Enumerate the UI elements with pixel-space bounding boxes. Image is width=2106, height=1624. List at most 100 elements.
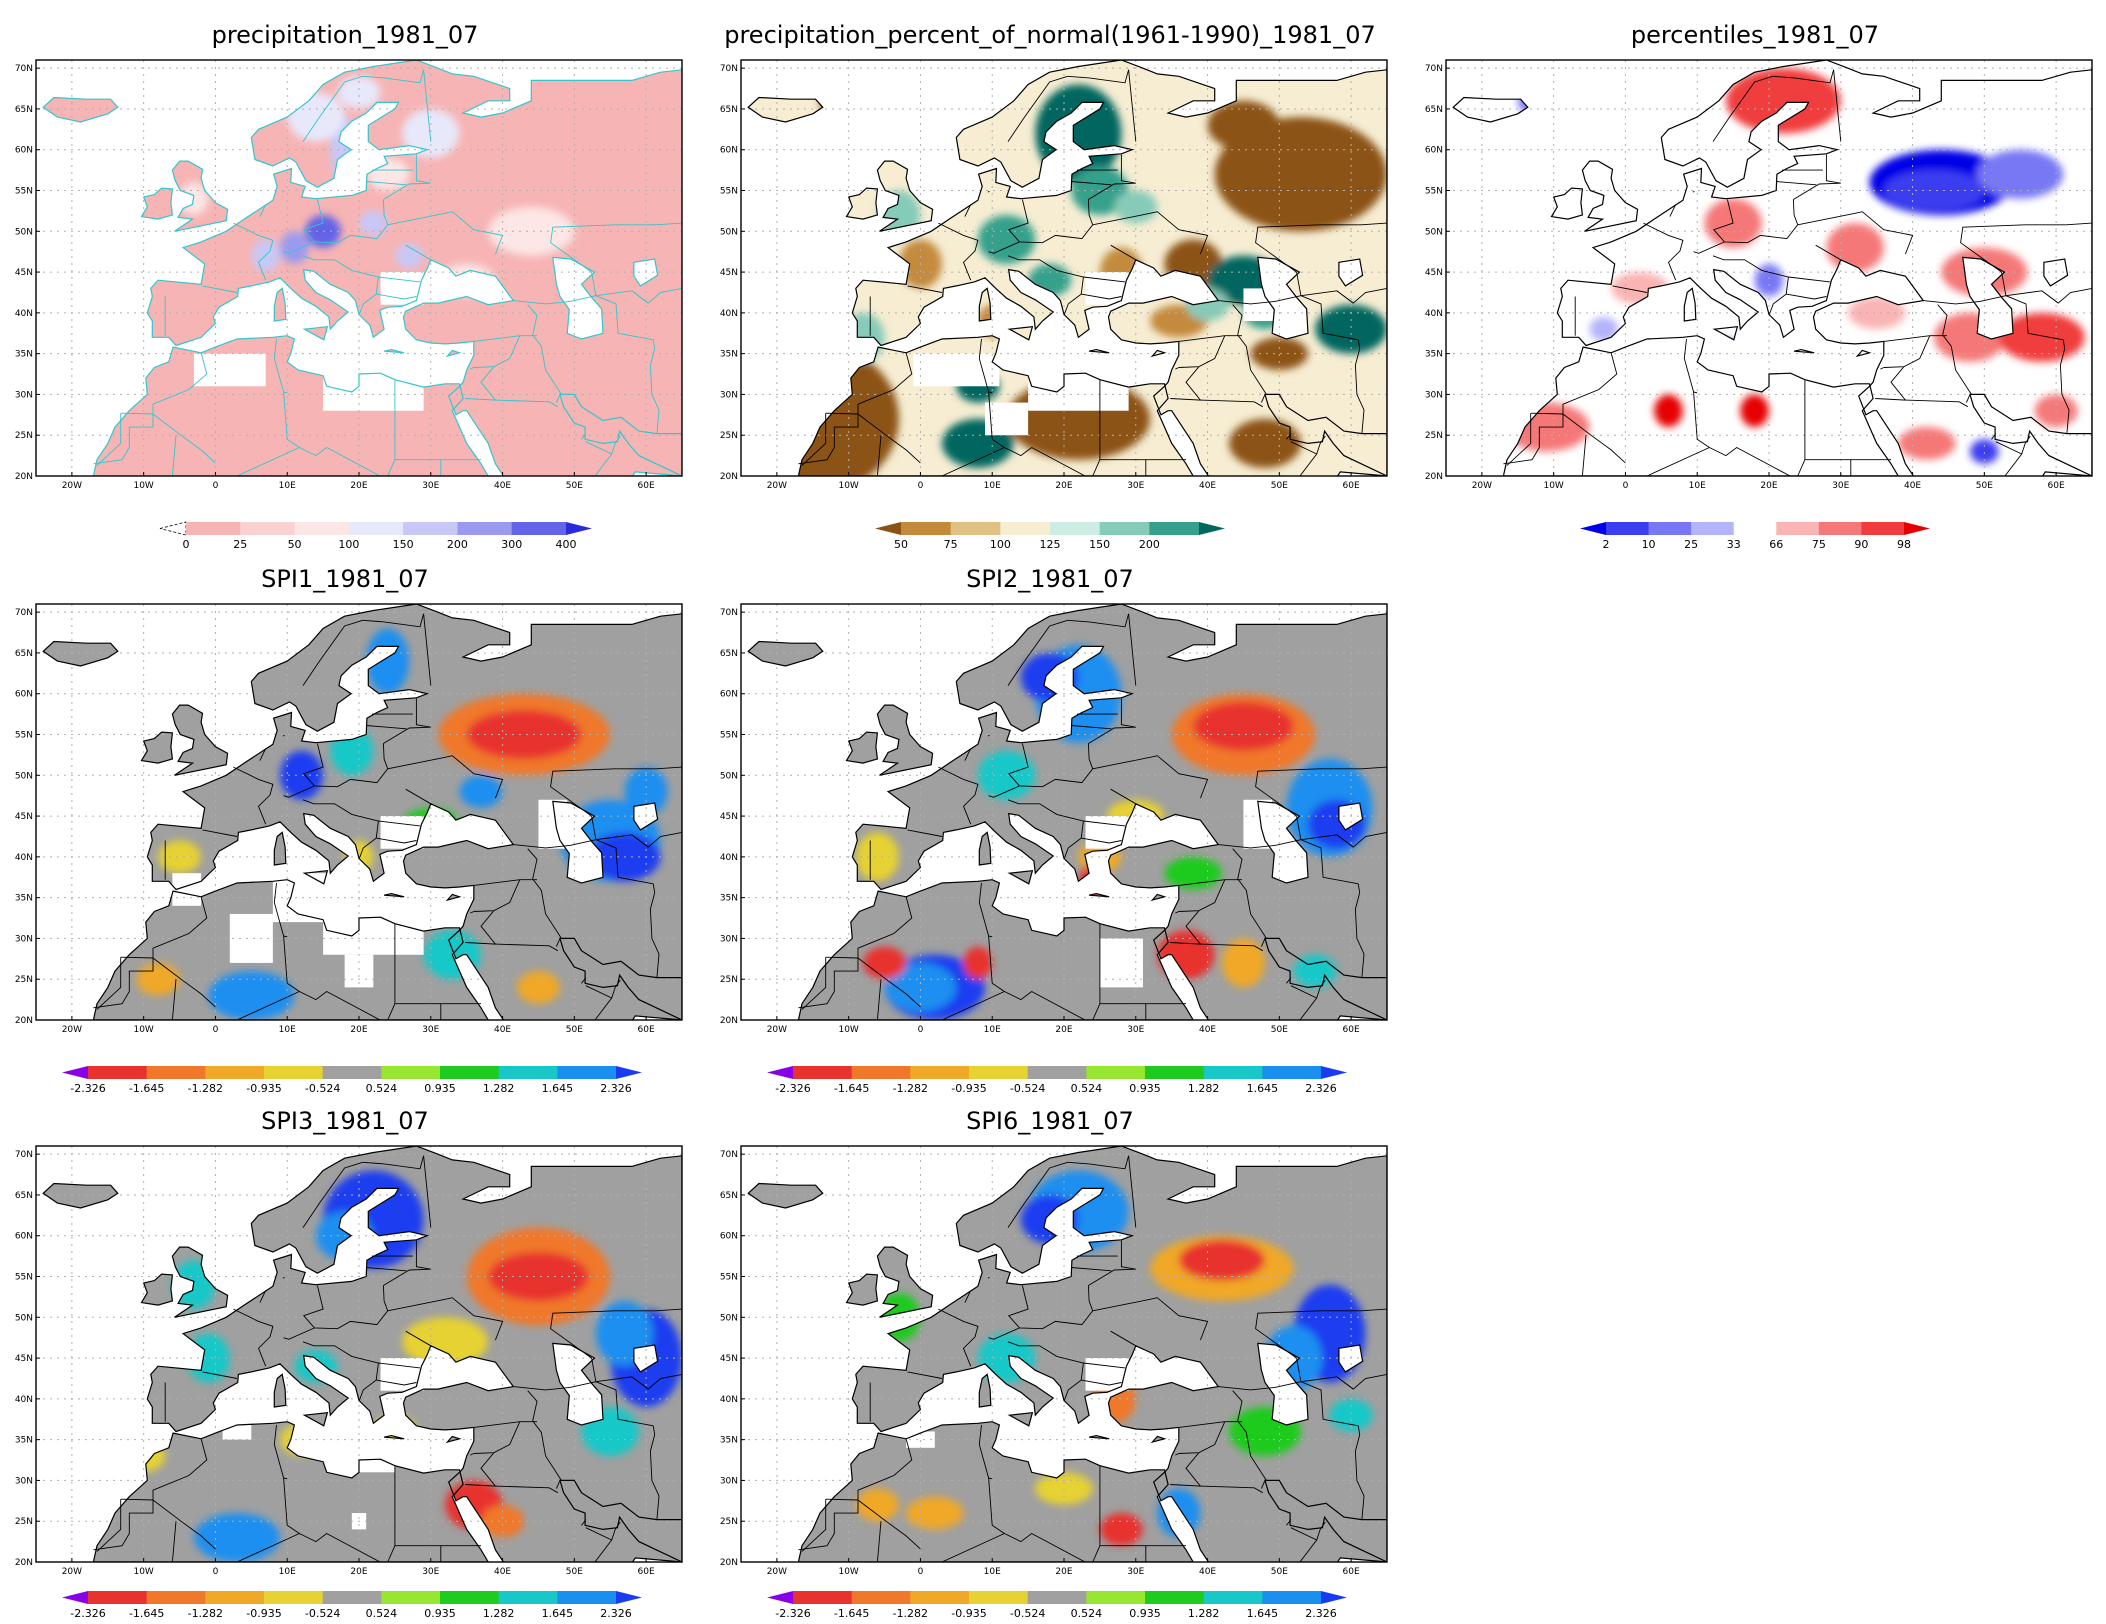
inland-sea	[1257, 257, 1308, 339]
lon-tick-label: 10W	[133, 481, 153, 491]
lat-tick-label: 40N	[15, 309, 33, 319]
lat-tick-label: 20N	[15, 1016, 33, 1026]
colorbar-label: -0.935	[246, 1607, 281, 1620]
colorbar-label: 300	[501, 538, 522, 551]
spi2-colorbar: -2.326 -1.645 -1.282 -0.935 -0.524 0.524 0.935…	[767, 1066, 1347, 1095]
lat-tick-label: 60N	[15, 146, 33, 156]
colorbar-label: -0.524	[305, 1082, 340, 1095]
lat-tick-label: 35N	[15, 1436, 33, 1446]
colorbar-swatch	[205, 1591, 265, 1604]
colorbar-swatch	[1099, 522, 1150, 535]
field-blob	[1221, 938, 1265, 988]
lon-tick-label: 10W	[838, 481, 858, 491]
lon-tick-label: 10E	[279, 481, 296, 491]
colorbar-swatch	[793, 1066, 853, 1079]
spi6-colorbar: -2.326 -1.645 -1.282 -0.935 -0.524 0.524 0.935…	[767, 1591, 1347, 1620]
panel-spi1: SPI1_1981_07 70N 65N 60N 55N 50N 45N 40N 35N 30N…	[0, 562, 690, 1095]
lat-tick-label: 20N	[1425, 472, 1443, 482]
spi1-colorbar: -2.326 -1.645 -1.282 -0.935 -0.524 0.524 0.935…	[62, 1066, 642, 1095]
colorbar-label: 90	[1854, 538, 1868, 551]
lat-tick-label: 65N	[15, 105, 33, 115]
spi6-map: 70N 65N 60N 55N 50N 45N 40N 35N 30N 25N 20N 20W 10W 0…	[720, 1145, 1388, 1577]
lat-tick-label: 40N	[720, 309, 738, 319]
colorbar-swatch	[146, 1591, 206, 1604]
colorbar-swatch	[264, 1591, 324, 1604]
panel-title: SPI6_1981_07	[966, 1107, 1134, 1135]
colorbar-label: 150	[393, 538, 414, 551]
colorbar-swatch	[1861, 522, 1905, 535]
lat-tick-label: 65N	[720, 649, 738, 659]
panel-spi2: SPI2_1981_07 70N 65N 60N 55N 50N 45N 40N 35N 30N…	[705, 562, 1395, 1095]
lat-tick-label: 50N	[15, 1313, 33, 1323]
field-blob	[158, 840, 202, 874]
lat-tick-label: 70N	[1425, 64, 1443, 74]
inland-sea	[552, 257, 603, 339]
lat-tick-label: 30N	[15, 1476, 33, 1486]
lon-tick-label: 0	[918, 1567, 924, 1577]
lon-tick-label: 10W	[838, 1025, 858, 1035]
panel-spi3: SPI3_1981_07 70N 65N 60N 55N 50N 45N 40N 35N 30N…	[0, 1104, 690, 1624]
precipitation-map: 70N 65N 60N 55N 50N 45N 40N 35N 30N 25N 20N 20W 10W 0…	[15, 59, 683, 491]
colorbar-swatch	[322, 1066, 382, 1079]
lat-tick-label: 25N	[15, 431, 33, 441]
lat-tick-label: 65N	[1425, 105, 1443, 115]
field-blob	[1114, 190, 1158, 224]
lon-tick-label: 0	[213, 1567, 219, 1577]
lat-tick-label: 40N	[15, 1395, 33, 1405]
lon-tick-label: 60E	[1343, 1025, 1360, 1035]
colorbar-label: 25	[233, 538, 247, 551]
field-blob	[1740, 394, 1769, 428]
colorbar-label: 100	[338, 538, 359, 551]
lat-tick-label: 55N	[15, 1273, 33, 1283]
lat-tick-label: 70N	[15, 1150, 33, 1160]
lon-tick-label: 20W	[767, 481, 787, 491]
lon-tick-label: 30E	[422, 1567, 439, 1577]
field-blob	[516, 971, 560, 1004]
lon-tick-label: 50E	[566, 1025, 583, 1035]
field-blob	[402, 108, 460, 158]
lat-tick-label: 50N	[720, 227, 738, 237]
spi3-colorbar: -2.326 -1.645 -1.282 -0.935 -0.524 0.524 0.935…	[62, 1591, 642, 1620]
percentiles-map: 70N 65N 60N 55N 50N 45N 40N 35N 30N 25N 20N 20W 10W 0…	[1425, 59, 2093, 491]
colorbar-label: 0.935	[1129, 1607, 1161, 1620]
colorbar-right-arrow	[1199, 522, 1225, 535]
lon-tick-label: 50E	[1271, 1025, 1288, 1035]
colorbar-left-arrow	[875, 522, 901, 535]
lat-tick-label: 20N	[720, 472, 738, 482]
colorbar-label: 1.282	[483, 1082, 515, 1095]
nodata-region	[193, 353, 266, 387]
lon-tick-label: 20E	[350, 481, 367, 491]
colorbar-label: -2.326	[70, 1082, 105, 1095]
colorbar-label: 50	[894, 538, 908, 551]
percent-of-normal-map: 70N 65N 60N 55N 50N 45N 40N 35N 30N 25N 20N 20W 10W 0…	[720, 59, 1388, 493]
lon-tick-label: 10E	[984, 481, 1001, 491]
panel-title: SPI2_1981_07	[966, 565, 1134, 593]
colorbar-swatch	[205, 1066, 265, 1079]
lat-tick-label: 60N	[15, 1232, 33, 1242]
field-blob	[1099, 1513, 1143, 1546]
spi2-map: 70N 65N 60N 55N 50N 45N 40N 35N 30N 25N 20N 20W 10W 0…	[720, 603, 1388, 1035]
lon-tick-label: 20E	[350, 1567, 367, 1577]
lat-tick-label: 55N	[720, 187, 738, 197]
lat-tick-label: 30N	[720, 390, 738, 400]
field-blob	[359, 210, 388, 236]
colorbar-swatch	[1776, 522, 1820, 535]
lon-tick-label: 0	[918, 1025, 924, 1035]
lat-tick-label: 30N	[720, 1476, 738, 1486]
lat-tick-label: 25N	[15, 1517, 33, 1527]
colorbar-left-arrow	[1580, 522, 1606, 535]
lat-tick-label: 35N	[720, 1436, 738, 1446]
colorbar-label: -1.645	[834, 1607, 869, 1620]
colorbar-swatch	[793, 1591, 853, 1604]
field-blob	[1207, 100, 1280, 150]
lon-tick-label: 10E	[279, 1567, 296, 1577]
colorbar-swatch	[294, 522, 350, 535]
colorbar-swatch	[1145, 1591, 1205, 1604]
lon-tick-label: 40E	[1199, 1567, 1216, 1577]
colorbar-swatch	[1149, 522, 1200, 535]
colorbar-right-arrow	[1321, 1066, 1347, 1079]
field-blob	[855, 1488, 899, 1522]
lat-tick-label: 65N	[15, 1191, 33, 1201]
lon-tick-label: 60E	[638, 1025, 655, 1035]
lon-tick-label: 40E	[494, 481, 511, 491]
